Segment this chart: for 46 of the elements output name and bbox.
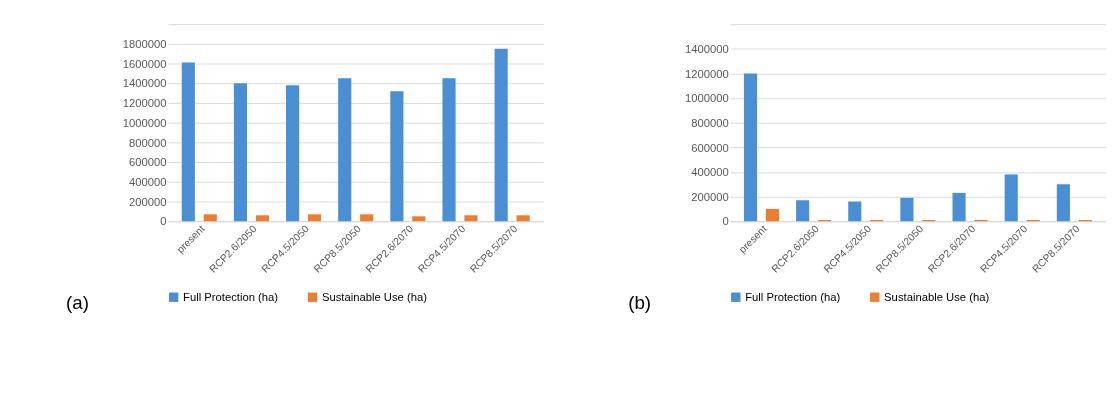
bar — [516, 215, 530, 222]
bar — [900, 197, 914, 222]
text: (a) — [65, 291, 89, 313]
y-tick-label: 400000 — [691, 166, 729, 179]
legend-label: Sustainable Use (ha) — [884, 291, 990, 303]
bar — [952, 192, 966, 222]
bar — [203, 214, 217, 222]
y-tick-label: 1800000 — [122, 38, 167, 51]
bar — [796, 200, 810, 222]
bar — [412, 216, 426, 222]
y-tick-label: 1000000 — [122, 116, 167, 129]
bar — [255, 215, 269, 222]
bar — [743, 73, 758, 222]
y-tick-label: 1400000 — [684, 42, 729, 55]
bar — [360, 214, 374, 222]
bar — [848, 201, 862, 222]
y-tick-label: 600000 — [129, 156, 167, 169]
y-tick-label: 1400000 — [122, 77, 167, 90]
legend-label: Full Protection (ha) — [745, 291, 841, 303]
bar — [338, 78, 352, 222]
y-tick-label: 200000 — [129, 195, 167, 208]
bar — [1056, 184, 1070, 222]
y-tick-label: 1200000 — [122, 97, 167, 110]
y-tick-label: 1000000 — [684, 92, 729, 105]
y-tick-label: 0 — [160, 215, 167, 228]
bar — [442, 78, 456, 222]
bar — [390, 91, 404, 222]
y-tick-label: 0 — [722, 215, 729, 228]
y-tick-label: 1200000 — [684, 67, 729, 80]
y-tick-label: 600000 — [691, 141, 729, 154]
y-tick-label: 1600000 — [122, 57, 167, 70]
bar — [494, 48, 508, 222]
bar — [765, 208, 780, 222]
bar — [464, 215, 478, 222]
y-tick-label: 200000 — [691, 190, 729, 203]
bar — [286, 85, 300, 222]
bar — [307, 214, 322, 222]
bar — [181, 62, 195, 222]
bar — [1004, 174, 1018, 222]
y-tick-label: 800000 — [129, 136, 167, 149]
legend-label: Full Protection (ha) — [183, 291, 279, 303]
text: (b) — [628, 291, 652, 313]
y-tick-label: 800000 — [691, 116, 729, 129]
legend-label: Sustainable Use (ha) — [321, 291, 428, 303]
bar — [233, 83, 248, 222]
y-tick-label: 400000 — [129, 176, 167, 189]
